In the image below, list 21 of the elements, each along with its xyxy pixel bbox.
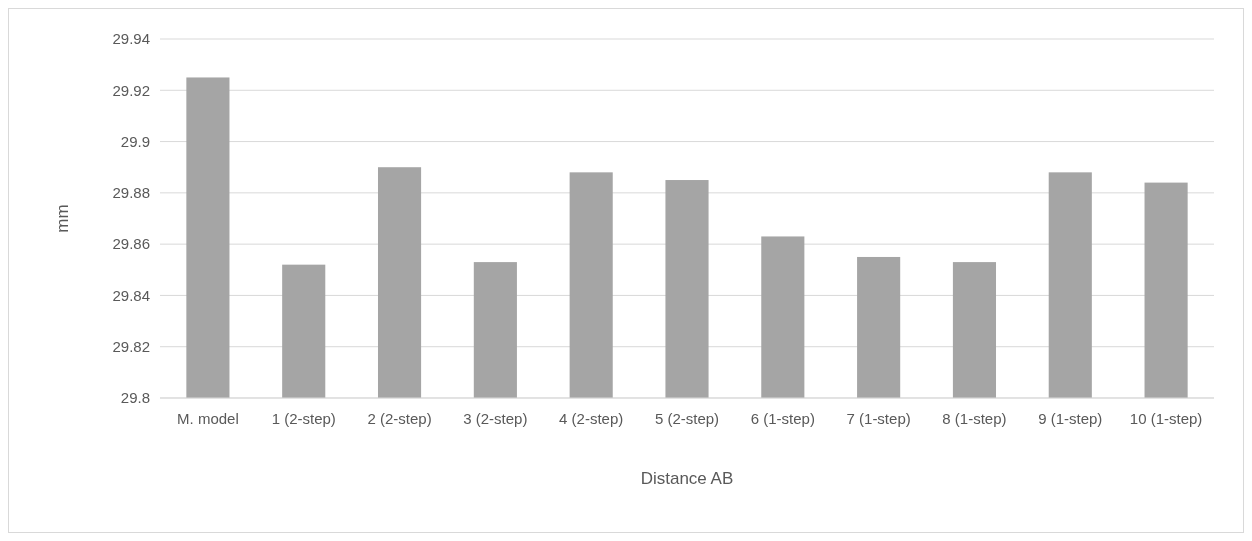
x-tick-label: 7 (1-step) bbox=[846, 410, 911, 427]
x-tick-label: 2 (2-step) bbox=[367, 410, 432, 427]
x-tick-label: 6 (1-step) bbox=[750, 410, 815, 427]
y-tick-label: 29.86 bbox=[112, 235, 150, 253]
y-tick-label: 29.92 bbox=[112, 81, 150, 99]
x-axis-title: Distance AB bbox=[640, 469, 734, 488]
x-tick-label: 9 (1-step) bbox=[1038, 410, 1103, 427]
y-tick-label: 29.8 bbox=[120, 389, 150, 407]
x-tick-label: 3 (2-step) bbox=[463, 410, 528, 427]
y-tick-label: 29.88 bbox=[112, 184, 150, 202]
y-tick-label: 29.94 bbox=[112, 30, 150, 48]
x-tick-label: 1 (2-step) bbox=[271, 410, 336, 427]
y-tick-label: 29.82 bbox=[112, 337, 150, 355]
y-axis-title: mm bbox=[53, 204, 72, 233]
x-tick-label: 4 (2-step) bbox=[559, 410, 624, 427]
y-tick-label: 29.9 bbox=[120, 132, 150, 150]
x-tick-label: 8 (1-step) bbox=[942, 410, 1007, 427]
y-tick-label: 29.84 bbox=[112, 286, 150, 304]
x-tick-label: 10 (1-step) bbox=[1129, 410, 1203, 427]
x-tick-label: M. model bbox=[177, 410, 239, 427]
x-tick-label: 5 (2-step) bbox=[654, 410, 720, 427]
